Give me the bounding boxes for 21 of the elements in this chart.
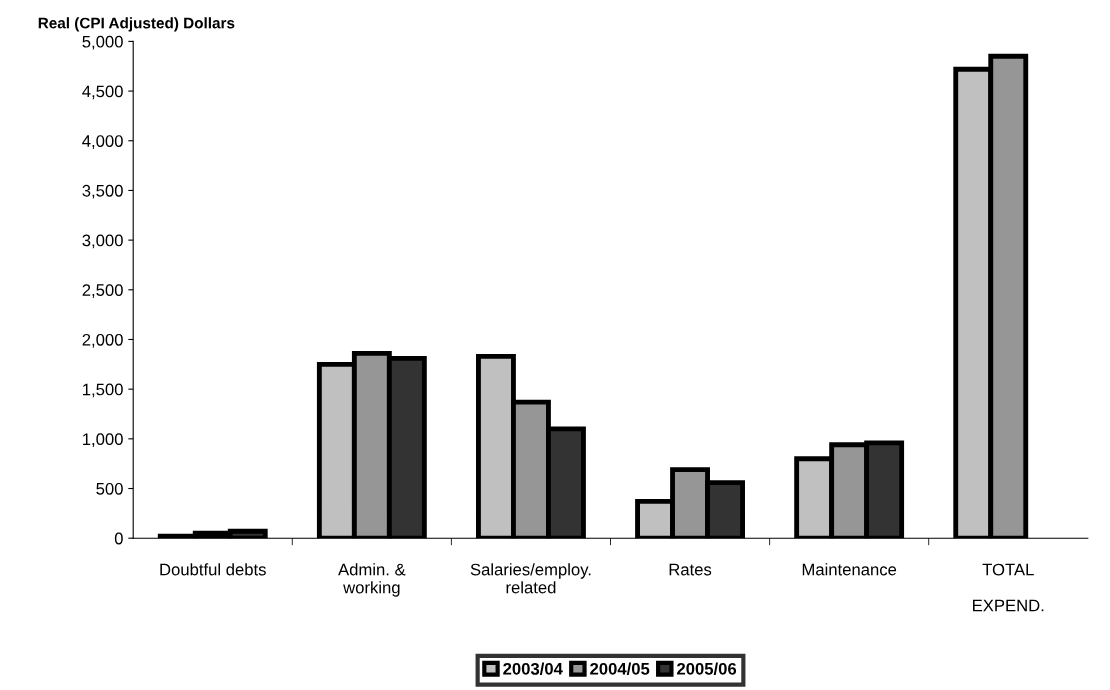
x-tick-label: Admin. & working <box>338 563 406 597</box>
y-tick-label: 0 <box>114 532 123 545</box>
y-tick-label: 2,500 <box>82 284 123 298</box>
y-tick-label: 4,500 <box>82 85 123 100</box>
x-tick-label: Doubtful debts <box>160 563 266 576</box>
y-tick-label: 500 <box>96 482 123 495</box>
y-tick-label: 1,500 <box>83 383 123 398</box>
y-tick-label: 3,500 <box>82 184 123 199</box>
legend-label: 2005/06 <box>677 662 737 675</box>
y-tick-label: 5,000 <box>82 35 123 50</box>
y-tick-label: 4,000 <box>82 135 123 149</box>
y-tick-label: 3,000 <box>82 234 123 249</box>
x-tick-label: Salaries/employ. related <box>470 563 591 594</box>
y-tick-label: 1,000 <box>83 433 123 448</box>
x-tick-label: Maintenance <box>802 563 897 576</box>
y-tick-label: 2,000 <box>82 333 123 348</box>
category-label: TOTAL EXPEND. <box>973 563 1044 612</box>
legend-label: 2003/04 <box>503 662 563 675</box>
y-axis-title: Real (CPI Adjusted) Dollars <box>38 17 235 32</box>
legend-label: 2004/05 <box>590 662 650 675</box>
x-tick-label: Rates <box>669 563 712 576</box>
